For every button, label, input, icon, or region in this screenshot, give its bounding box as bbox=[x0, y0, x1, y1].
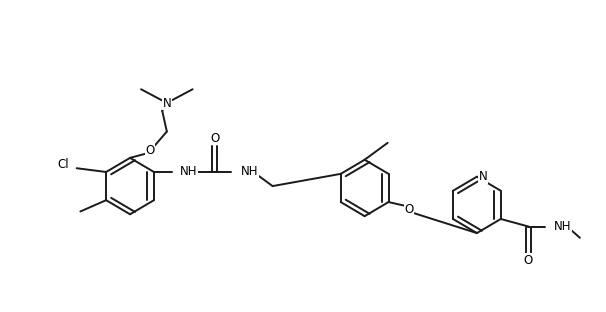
Text: Cl: Cl bbox=[58, 158, 69, 171]
Text: O: O bbox=[210, 132, 219, 145]
Text: O: O bbox=[524, 254, 533, 267]
Text: NH: NH bbox=[180, 165, 197, 178]
Text: N: N bbox=[479, 170, 487, 183]
Text: O: O bbox=[404, 203, 413, 216]
Text: NH: NH bbox=[554, 220, 571, 233]
Text: O: O bbox=[145, 144, 155, 157]
Text: NH: NH bbox=[241, 165, 258, 178]
Text: N: N bbox=[162, 97, 171, 110]
